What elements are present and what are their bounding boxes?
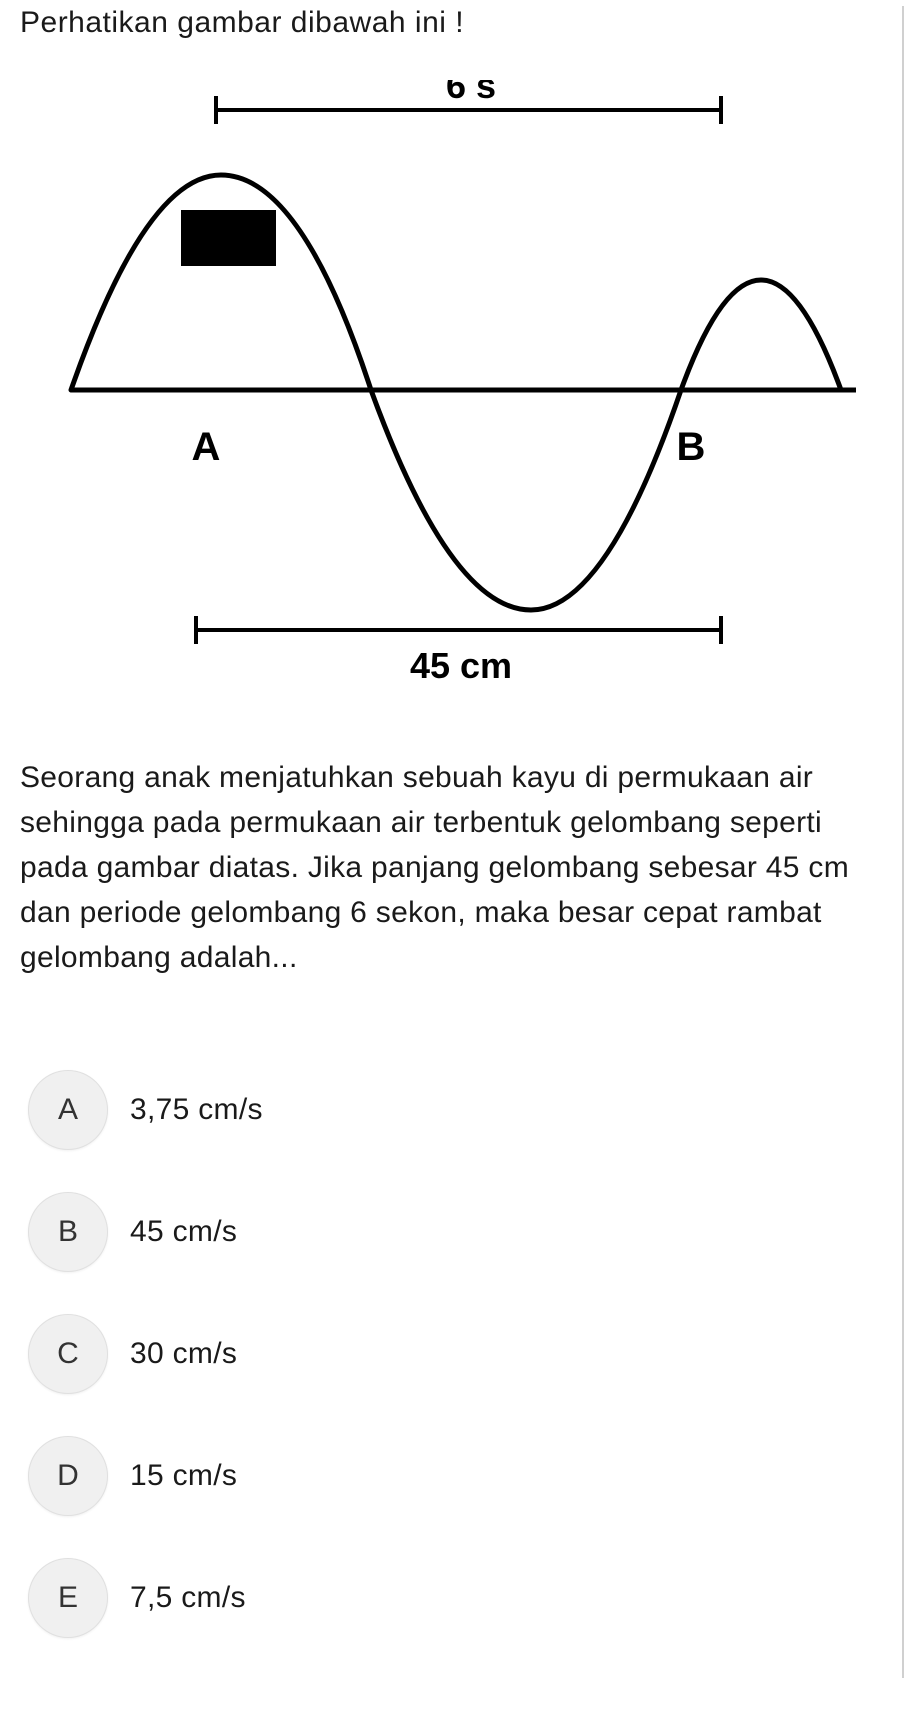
- option-text: 15 cm/s: [130, 1459, 237, 1493]
- answer-options: A 3,75 cm/s B 45 cm/s C 30 cm/s D 15 cm/…: [20, 1070, 882, 1638]
- option-e[interactable]: E 7,5 cm/s: [28, 1558, 882, 1638]
- option-letter: E: [28, 1558, 108, 1638]
- option-letter: A: [28, 1070, 108, 1150]
- option-c[interactable]: C 30 cm/s: [28, 1314, 882, 1394]
- wave-diagram: 6 s A B 45 cm: [41, 80, 861, 705]
- option-text: 45 cm/s: [130, 1215, 237, 1249]
- svg-text:A: A: [192, 425, 221, 469]
- question-page: Perhatikan gambar dibawah ini ! 6 sAB45 …: [0, 6, 904, 1678]
- option-letter: B: [28, 1192, 108, 1272]
- instruction-text: Perhatikan gambar dibawah ini !: [20, 6, 882, 40]
- svg-text:45 cm: 45 cm: [410, 645, 512, 686]
- svg-text:6 s: 6 s: [446, 80, 496, 106]
- option-letter: C: [28, 1314, 108, 1394]
- option-text: 3,75 cm/s: [130, 1093, 263, 1127]
- option-text: 7,5 cm/s: [130, 1581, 246, 1615]
- svg-text:B: B: [677, 425, 706, 469]
- option-a[interactable]: A 3,75 cm/s: [28, 1070, 882, 1150]
- question-text: Seorang anak menjatuhkan sebuah kayu di …: [20, 755, 882, 980]
- option-b[interactable]: B 45 cm/s: [28, 1192, 882, 1272]
- option-d[interactable]: D 15 cm/s: [28, 1436, 882, 1516]
- option-text: 30 cm/s: [130, 1337, 237, 1371]
- option-letter: D: [28, 1436, 108, 1516]
